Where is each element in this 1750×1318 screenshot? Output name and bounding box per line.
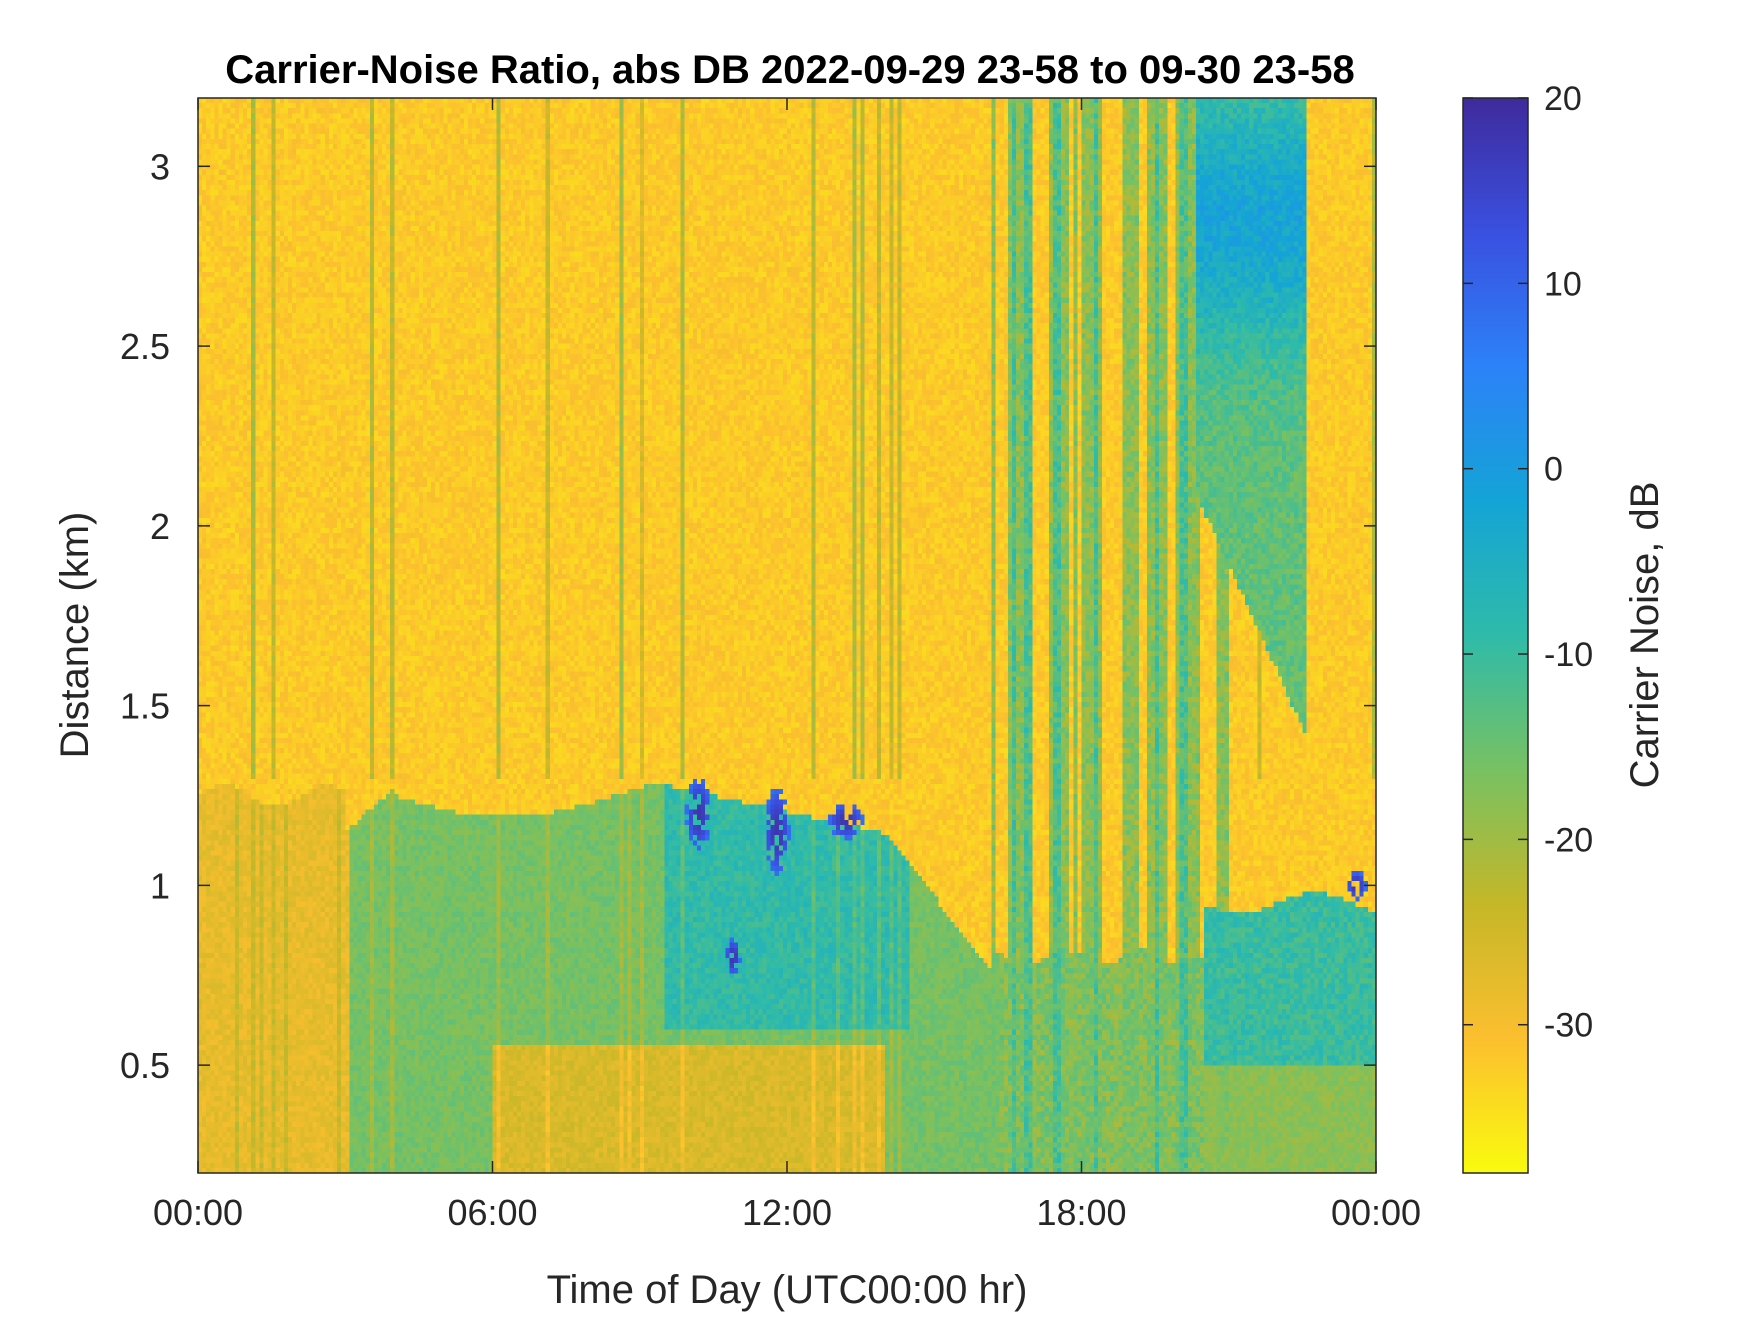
- heatmap-image: [198, 98, 1376, 1173]
- colorbar-tick-label: -10: [1544, 636, 1593, 674]
- y-tick-label: 2.5: [120, 326, 170, 367]
- y-tick-label: 1: [150, 865, 170, 906]
- x-axis-label: Time of Day (UTC00:00 hr): [547, 1268, 1028, 1312]
- y-tick-label: 3: [150, 146, 170, 187]
- colorbar-tick-label: 0: [1544, 451, 1563, 489]
- y-axis-label: Distance (km): [53, 512, 97, 759]
- y-tick-label: 2: [150, 506, 170, 547]
- x-tick-label: 12:00: [742, 1192, 832, 1233]
- colorbar-tick-label: 10: [1544, 265, 1582, 303]
- colorbar-label: Carrier Noise, dB: [1623, 482, 1667, 789]
- x-tick-label: 00:00: [1331, 1192, 1421, 1233]
- colorbar: [1462, 97, 1529, 1174]
- y-tick-label: 1.5: [120, 686, 170, 727]
- colorbar-tick-label: -30: [1544, 1007, 1593, 1045]
- x-tick-label: 00:00: [153, 1192, 243, 1233]
- colorbar-tick-label: -20: [1544, 821, 1593, 859]
- x-tick-label: 06:00: [447, 1192, 537, 1233]
- x-tick-label: 18:00: [1036, 1192, 1126, 1233]
- chart-title: Carrier-Noise Ratio, abs DB 2022-09-29 2…: [225, 48, 1354, 92]
- x-axis: 00:00 06:00 12:00 18:00 00:00: [153, 98, 1421, 1233]
- colorbar-ticks: -30 -20 -10 0 10 20: [1463, 80, 1593, 1045]
- y-tick-label: 0.5: [120, 1045, 170, 1086]
- y-axis: 0.5 1 1.5 2 2.5 3: [120, 146, 1376, 1086]
- colorbar-tick-label: 20: [1544, 80, 1582, 118]
